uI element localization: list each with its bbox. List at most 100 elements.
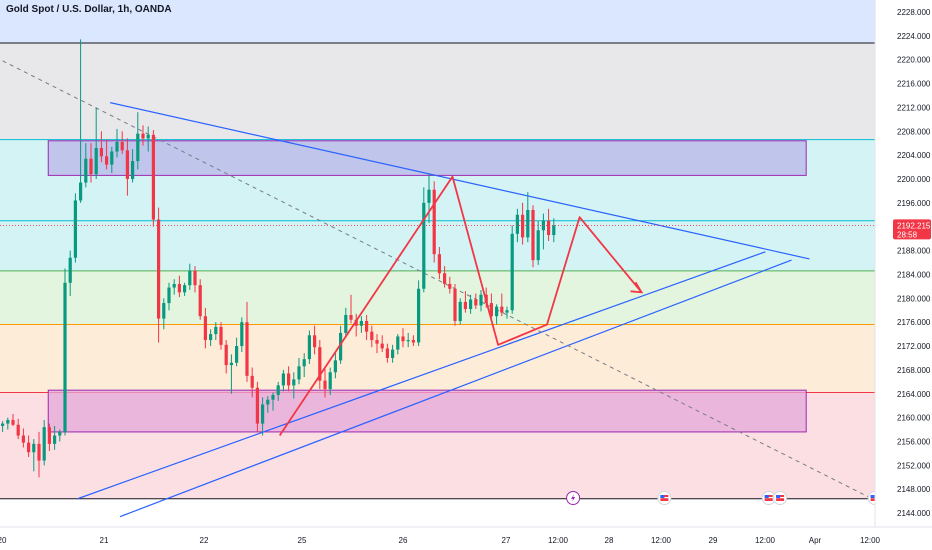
candle-body	[11, 420, 15, 425]
candle-body	[37, 443, 41, 461]
price-axis-background	[875, 0, 932, 550]
candle-body	[463, 301, 467, 310]
candle-body	[521, 214, 525, 238]
candle-body	[63, 282, 67, 432]
candle-body	[198, 285, 202, 317]
candle-body	[245, 322, 249, 376]
x-tick-label: 12:00	[651, 536, 672, 545]
y-tick-label: 2152.000	[897, 461, 931, 470]
y-tick-label: 2176.000	[897, 318, 931, 327]
x-tick-label: 22	[200, 536, 209, 545]
candle-body	[406, 340, 410, 342]
candle-body	[500, 306, 504, 313]
x-tick-label: Apr	[809, 536, 822, 545]
candle-body	[276, 385, 280, 395]
candle-body	[281, 373, 285, 386]
y-tick-label: 2144.000	[897, 509, 931, 518]
candle-body	[136, 133, 140, 162]
candle-body	[547, 220, 551, 236]
candle-body	[448, 283, 452, 289]
y-tick-label: 2204.000	[897, 151, 931, 160]
background-band	[0, 324, 875, 393]
candle-body	[323, 380, 327, 389]
candle-body	[27, 442, 31, 453]
candle-body	[344, 315, 348, 333]
candle-body	[427, 189, 431, 203]
candle-body	[79, 182, 83, 201]
y-tick-label: 2220.000	[897, 56, 931, 65]
trendline-dashed-diagonal[interactable]	[2, 60, 870, 499]
candle-body	[255, 387, 259, 424]
y-tick-label: 2212.000	[897, 103, 931, 112]
y-tick-label: 2160.000	[897, 414, 931, 423]
candle-body	[229, 362, 233, 366]
candle-body	[370, 331, 374, 341]
candle-body	[271, 394, 275, 400]
y-tick-label: 2184.000	[897, 270, 931, 279]
candle-body	[47, 427, 51, 444]
projection-path[interactable]	[278, 175, 643, 437]
candle-body	[141, 133, 145, 139]
candle-body	[68, 257, 72, 283]
candle-body	[469, 299, 473, 310]
background-band	[0, 42, 875, 140]
y-tick-label: 2224.000	[897, 32, 931, 41]
y-tick-label: 2148.000	[897, 485, 931, 494]
flag-canton	[660, 495, 665, 498]
candle-body	[489, 303, 493, 317]
candle-body	[146, 134, 150, 139]
y-tick-label: 2180.000	[897, 294, 931, 303]
candle-body	[375, 340, 379, 344]
last-price-tag[interactable]	[893, 219, 931, 240]
candle-body	[333, 360, 337, 373]
candle-body	[240, 322, 244, 347]
candle-body	[193, 270, 197, 286]
time-axis-background	[0, 527, 932, 550]
x-tick-label: 27	[502, 536, 511, 545]
candle-body	[203, 316, 207, 341]
candle-body	[349, 315, 353, 320]
x-tick-label: 28	[605, 536, 614, 545]
candle-body	[6, 420, 10, 424]
candle-body	[131, 161, 135, 179]
candle-body	[531, 210, 535, 261]
y-tick-label: 2228.000	[897, 8, 931, 17]
candle-body	[432, 189, 436, 255]
candle-body	[32, 443, 36, 453]
y-tick-label: 2200.000	[897, 175, 931, 184]
candle-body	[219, 326, 223, 345]
candle-body	[479, 294, 483, 306]
candle-body	[250, 375, 254, 388]
x-tick-label: 25	[298, 536, 307, 545]
candle-body	[510, 233, 514, 311]
candle-body	[328, 372, 332, 389]
trendline-channel-lower[interactable]	[119, 259, 792, 518]
candle-body	[261, 404, 265, 424]
supply-demand-zone[interactable]	[47, 140, 807, 176]
candle-body	[495, 306, 499, 317]
candle-body	[99, 147, 103, 157]
trendline-triangle-upper[interactable]	[110, 102, 810, 260]
candle-body	[120, 141, 124, 151]
trendline-triangle-lower[interactable]	[77, 251, 766, 500]
candle-body	[474, 299, 478, 306]
x-tick-label: 12:00	[548, 536, 569, 545]
candle-body	[437, 254, 441, 274]
background-band	[0, 0, 875, 43]
projection-arrowhead	[630, 281, 644, 294]
y-tick-label: 2168.000	[897, 366, 931, 375]
y-tick-label: 2208.000	[897, 127, 931, 136]
x-tick-label: 21	[100, 536, 109, 545]
candle-body	[266, 399, 270, 405]
candle-body	[53, 435, 57, 444]
candle-body	[552, 225, 556, 236]
supply-demand-zone[interactable]	[47, 389, 807, 433]
candle-body	[115, 141, 119, 152]
candle-body	[417, 288, 421, 343]
x-tick-label: 29	[709, 536, 718, 545]
flag-canton	[764, 495, 769, 498]
candle-body	[292, 379, 296, 386]
x-tick-label: 12:00	[755, 536, 776, 545]
